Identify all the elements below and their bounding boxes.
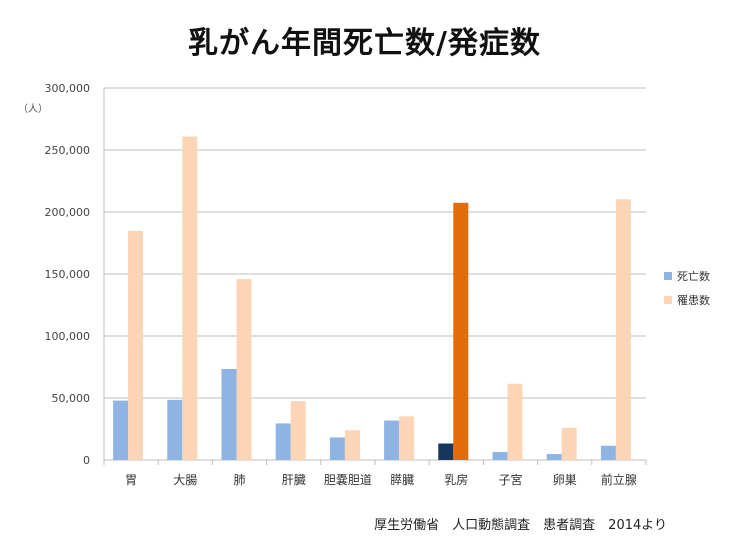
- bar-incidence: [344, 430, 360, 460]
- chart-title: 乳がん年間死亡数/発症数: [188, 26, 541, 61]
- x-tick-label: 卵巣: [553, 473, 577, 487]
- bar-deaths: [384, 420, 400, 460]
- bar-deaths: [221, 368, 237, 460]
- y-tick-label: 250,000: [45, 144, 91, 157]
- bar-deaths: [329, 437, 345, 460]
- x-tick-label: 胆嚢胆道: [324, 472, 372, 487]
- x-tick-label: 肝臓: [282, 473, 306, 487]
- bar-incidence: [182, 136, 198, 460]
- bar-incidence: [561, 427, 577, 460]
- bar-deaths: [546, 454, 562, 460]
- y-axis-unit: （人）: [18, 104, 48, 115]
- source-note: 厚生労働省 人口動態調査 患者調査 2014より: [374, 518, 667, 533]
- bar-deaths: [492, 452, 508, 460]
- legend-swatch-deaths: [664, 272, 672, 280]
- y-tick-label: 0: [83, 454, 90, 467]
- y-tick-label: 150,000: [45, 268, 91, 281]
- legend-item-incidence: 罹患数: [664, 292, 710, 308]
- y-tick-label: 50,000: [52, 392, 91, 405]
- bar-deaths: [600, 445, 616, 460]
- x-tick-label: 前立腺: [601, 472, 637, 487]
- bar-deaths: [438, 443, 454, 460]
- y-tick-label: 100,000: [45, 330, 91, 343]
- x-tick-label: 子宮: [498, 472, 522, 487]
- x-tick-label: 胃: [125, 473, 137, 487]
- legend-label-incidence: 罹患数: [677, 294, 710, 307]
- legend-item-deaths: 死亡数: [664, 268, 710, 284]
- bar-incidence: [128, 230, 144, 460]
- bar-incidence: [453, 202, 469, 460]
- bar-incidence: [290, 401, 306, 460]
- bar-deaths: [167, 399, 183, 460]
- y-tick-label: 300,000: [45, 82, 91, 95]
- legend-label-deaths: 死亡数: [677, 270, 710, 283]
- x-tick-label: 乳房: [444, 472, 468, 487]
- bar-incidence: [236, 279, 252, 460]
- bar-incidence: [399, 416, 415, 460]
- legend-swatch-incidence: [664, 296, 672, 304]
- x-tick-label: 膵臓: [390, 473, 414, 487]
- bar-incidence: [615, 199, 631, 460]
- x-tick-label: 肺: [233, 473, 245, 487]
- x-tick-label: 大腸: [173, 473, 197, 487]
- bar-deaths: [275, 423, 291, 460]
- bar-incidence: [507, 383, 523, 460]
- y-tick-label: 200,000: [45, 206, 91, 219]
- bar-deaths: [113, 400, 129, 460]
